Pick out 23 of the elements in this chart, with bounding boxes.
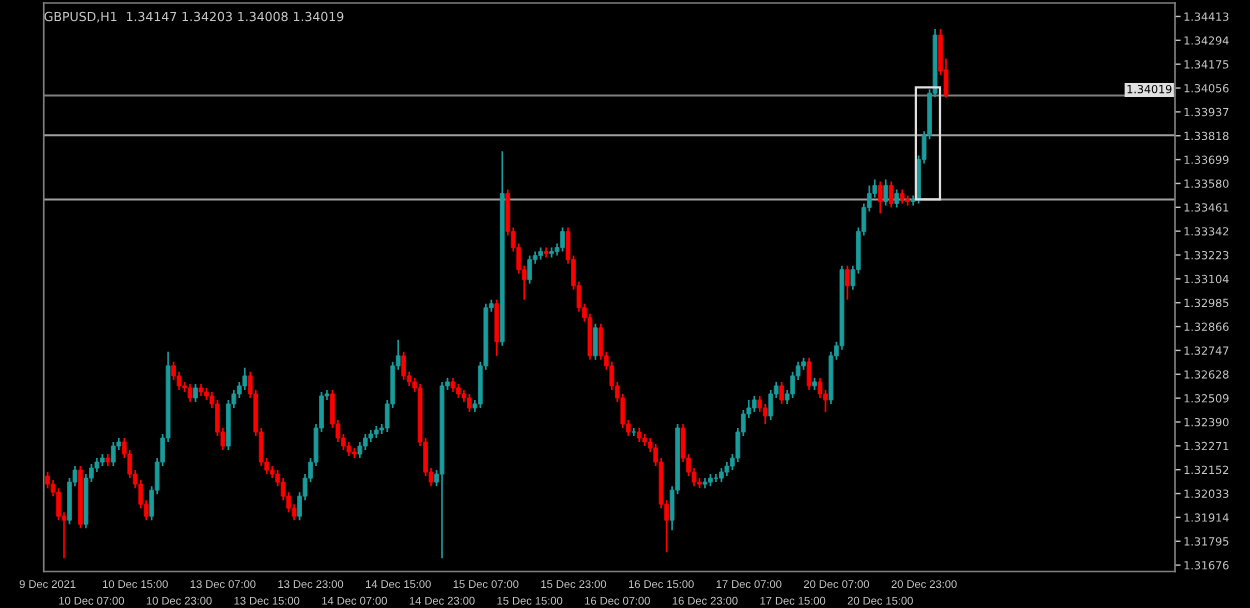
candlestick — [494, 298, 500, 357]
candlestick — [187, 383, 193, 403]
candlestick — [883, 178, 889, 207]
candlestick — [467, 393, 472, 413]
candlestick — [877, 180, 883, 215]
candlestick — [779, 381, 784, 405]
candlestick — [631, 427, 637, 437]
candlestick — [762, 403, 768, 425]
candlestick — [593, 322, 598, 361]
candlestick — [242, 367, 248, 391]
candlestick — [193, 383, 198, 403]
candlestick — [527, 254, 532, 285]
candlestick — [768, 389, 774, 421]
candlestick — [845, 264, 850, 301]
candlestick — [806, 357, 812, 391]
candlestick — [587, 312, 593, 361]
candlestick — [713, 473, 719, 483]
candlestick — [110, 441, 116, 467]
candlestick — [888, 180, 894, 209]
candlestick — [894, 188, 900, 209]
candlestick — [828, 350, 834, 405]
candlestick — [401, 350, 407, 381]
candlestick — [560, 226, 565, 253]
